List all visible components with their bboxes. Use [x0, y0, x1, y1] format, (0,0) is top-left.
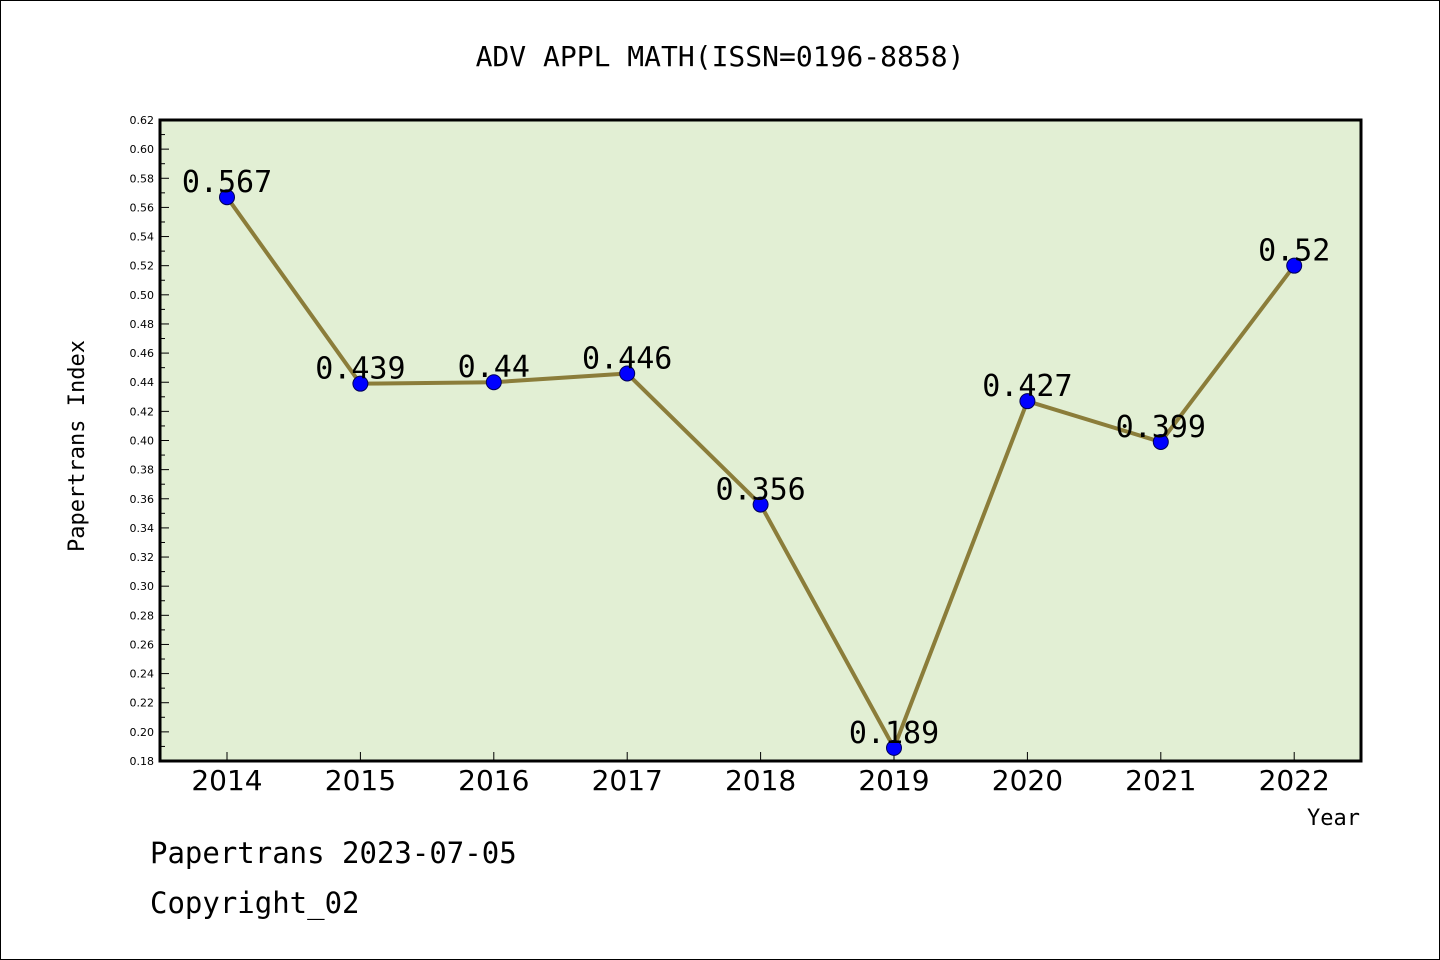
y-tick-label: 0.22: [130, 697, 155, 710]
data-label: 0.52: [1258, 234, 1330, 269]
x-tick-label: 2016: [458, 764, 529, 797]
y-tick-label: 0.44: [130, 376, 155, 389]
y-axis-label: Papertrans Index: [65, 340, 90, 552]
data-point: [1152, 433, 1169, 450]
x-tick-label: 2019: [858, 764, 929, 797]
y-tick-label: 0.32: [130, 551, 155, 564]
data-label: 0.44: [458, 350, 530, 385]
x-axis-label: Year: [1307, 806, 1360, 831]
x-tick-label: 2022: [1259, 764, 1330, 797]
y-tick-label: 0.50: [130, 289, 155, 302]
x-tick-label: 2015: [325, 764, 396, 797]
data-point: [886, 739, 902, 756]
marker-group: [219, 189, 1303, 756]
data-label: 0.189: [849, 716, 939, 751]
y-tick-label: 0.58: [130, 172, 155, 185]
chart-title: ADV APPL MATH(ISSN=0196-8858): [476, 40, 965, 73]
data-label: 0.567: [182, 165, 272, 200]
y-tick-label: 0.60: [130, 143, 155, 156]
y-tick-label: 0.38: [130, 464, 155, 477]
y-tick-label: 0.34: [130, 522, 155, 535]
y-tick-label: 0.20: [130, 726, 155, 739]
y-tick-label: 0.26: [130, 638, 155, 651]
y-tick-label: 0.28: [130, 609, 155, 622]
x-tick-label: 2018: [725, 764, 796, 797]
footer-date: Papertrans 2023-07-05: [150, 836, 517, 870]
data-label: 0.356: [715, 473, 805, 508]
y-tick-label: 0.54: [130, 231, 155, 244]
data-label: 0.446: [582, 341, 672, 376]
y-tick-label: 0.24: [130, 668, 155, 681]
data-label: 0.439: [315, 352, 405, 387]
y-tick-label: 0.42: [130, 405, 155, 418]
y-tick-label: 0.40: [130, 435, 155, 448]
y-tick-label: 0.56: [130, 201, 155, 214]
x-tick-label: 2014: [191, 764, 262, 797]
y-tick-label: 0.52: [130, 260, 155, 273]
y-tick-label: 0.18: [130, 755, 155, 768]
x-tick-label: 2021: [1125, 764, 1196, 797]
data-label: 0.427: [982, 369, 1072, 404]
x-tick-label: 2017: [592, 764, 663, 797]
y-axis: 0.18 0.20 0.22 0.24 0.26 0.28 0.30 0.32 0.34 0.36…: [130, 114, 169, 768]
data-label: 0.399: [1116, 410, 1206, 445]
data-point: [219, 189, 235, 206]
y-tick-label: 0.62: [130, 114, 155, 127]
x-axis: 2014 2015 2016 2017 2018 2019 2020 2021 2022: [191, 752, 1330, 797]
y-tick-label: 0.36: [130, 493, 155, 506]
y-tick-label: 0.30: [130, 580, 155, 593]
data-point: [1286, 257, 1303, 274]
data-label-group: 0.567 0.439 0.44 0.446 0.356 0.189 0.427 0.399 0…: [182, 165, 1330, 751]
y-tick-label: 0.46: [130, 347, 155, 360]
data-point: [352, 375, 369, 392]
y-tick-label: 0.48: [130, 318, 155, 331]
footer-copyright: Copyright_02: [150, 886, 360, 920]
data-point: [619, 365, 636, 382]
data-point: [752, 496, 769, 513]
x-tick-label: 2020: [992, 764, 1063, 797]
data-point: [485, 374, 502, 391]
data-point: [1019, 393, 1036, 410]
